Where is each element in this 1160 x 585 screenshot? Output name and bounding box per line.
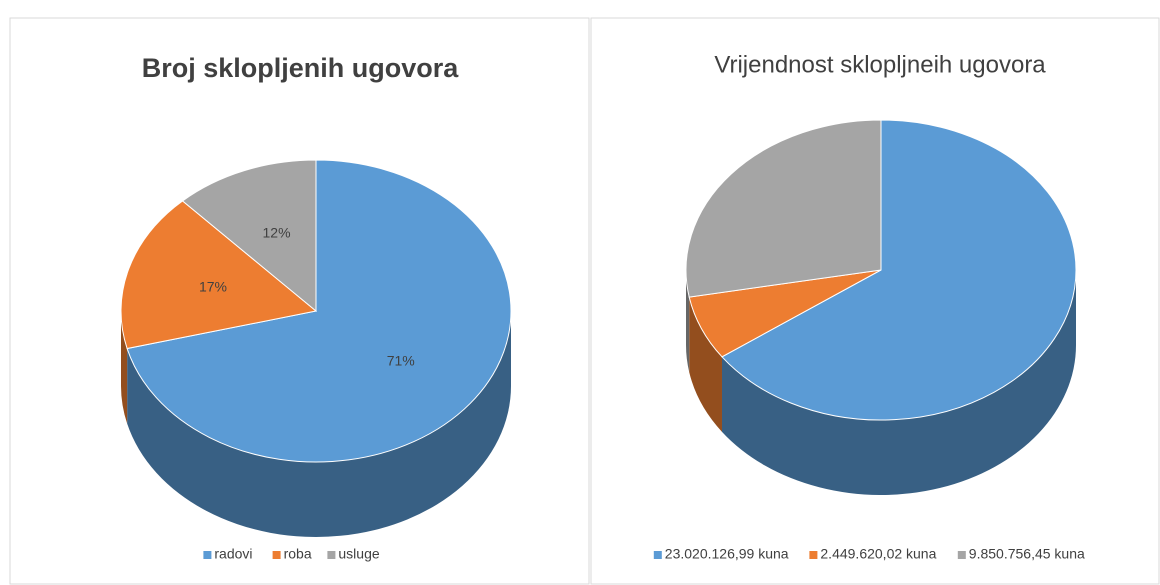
legend-label: 23.020.126,99 kuna (665, 546, 789, 562)
pie-slice (126, 159, 512, 463)
data-label: 12% (263, 224, 291, 240)
pie-slice-side (721, 270, 1077, 496)
pie-slice (181, 159, 317, 313)
legend-label: usluge (338, 546, 379, 562)
legend-swatch (957, 551, 966, 559)
data-label: 17% (199, 279, 227, 295)
legend-swatch (327, 551, 336, 559)
pie-slice (120, 200, 318, 350)
legend-label: roba (284, 546, 312, 562)
chart-title: Vrijendnost sklopljneih ugovora (714, 51, 1046, 78)
pie-slice-side (127, 311, 512, 538)
legend-swatch (809, 551, 818, 559)
legend-label: 9.850.756,45 kuna (969, 546, 1085, 562)
data-label: 71% (387, 353, 415, 369)
pie-slice (685, 119, 882, 298)
legend-swatch (653, 551, 662, 559)
legend-label: 2.449.620,02 kuna (820, 546, 936, 562)
legend-swatch (203, 551, 212, 559)
pie-slice (721, 119, 1077, 421)
legend-swatch (272, 551, 281, 559)
pie-slice-side (121, 311, 128, 424)
legend-label: radovi (214, 546, 252, 562)
chart-title: Broj sklopljenih ugovora (142, 53, 460, 83)
pie-slice-side (689, 297, 722, 432)
